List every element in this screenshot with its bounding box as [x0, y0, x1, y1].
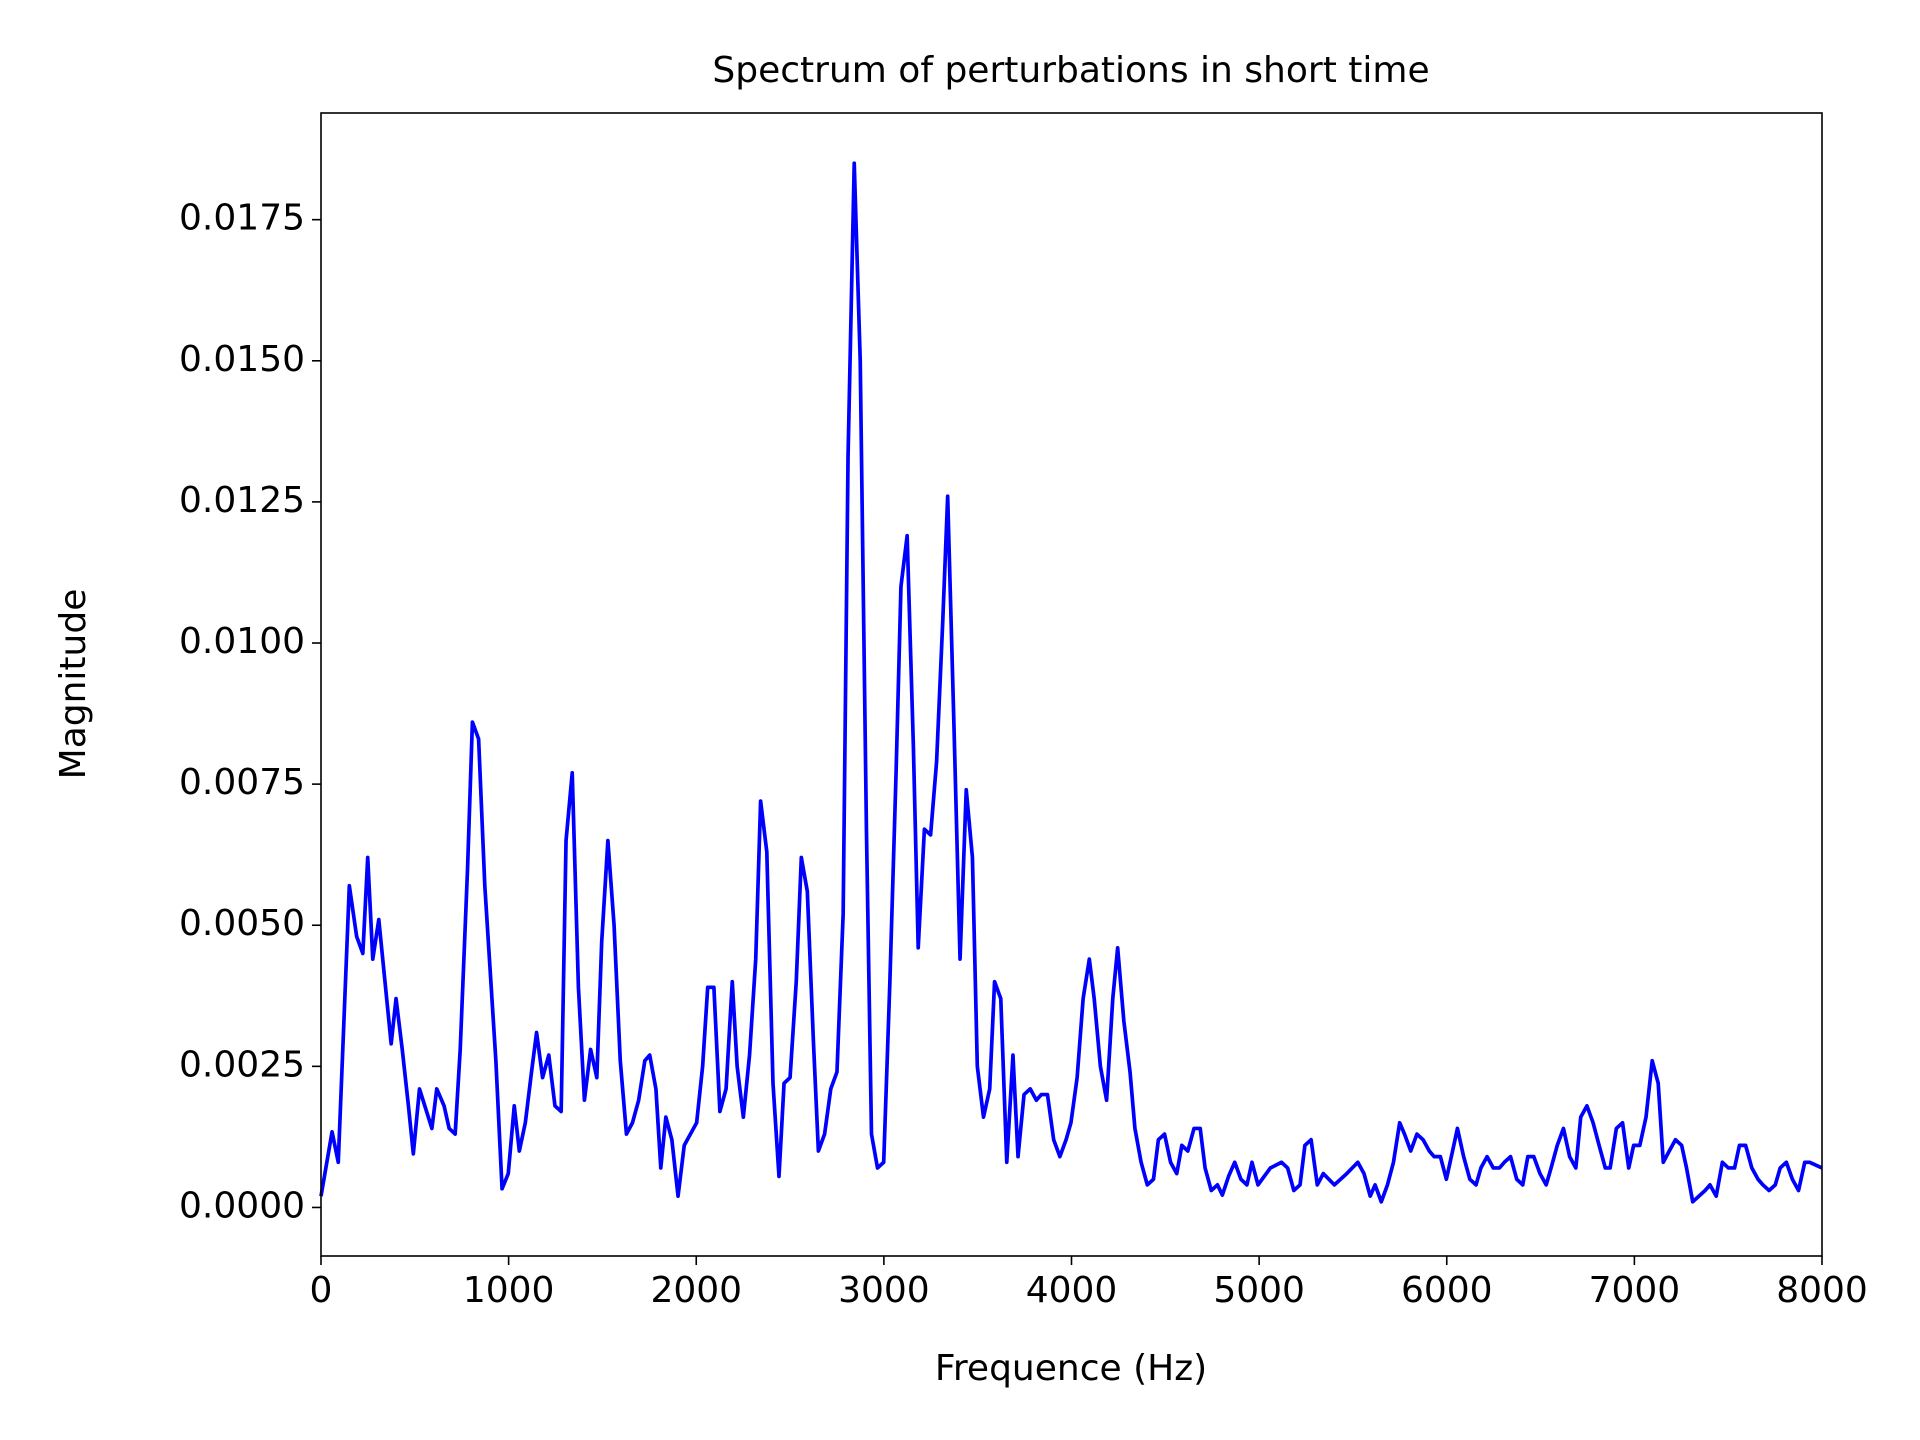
y-tick-label: 0.0075	[179, 762, 305, 803]
x-tick-label: 0	[310, 1270, 333, 1311]
x-tick-label: 8000	[1776, 1270, 1868, 1311]
y-tick-label: 0.0000	[179, 1185, 305, 1226]
chart-title: Spectrum of perturbations in short time	[712, 50, 1429, 91]
y-tick-label: 0.0125	[179, 480, 305, 521]
y-tick-label: 0.0100	[179, 621, 305, 662]
plot-frame	[320, 112, 1823, 1257]
x-axis-label: Frequence (Hz)	[935, 1348, 1207, 1389]
y-tick-label: 0.0025	[179, 1044, 305, 1085]
y-tick-label: 0.0050	[179, 903, 305, 944]
x-tick-label: 1000	[463, 1270, 555, 1311]
y-tick-label: 0.0175	[179, 198, 305, 239]
data-line	[319, 161, 1823, 1204]
y-axis-label: Magnitude	[53, 589, 94, 780]
x-tick-label: 6000	[1401, 1270, 1493, 1311]
x-tick-label: 3000	[838, 1270, 930, 1311]
x-tick-label: 2000	[650, 1270, 742, 1311]
x-tick-label: 5000	[1213, 1270, 1305, 1311]
x-tick-label: 7000	[1589, 1270, 1681, 1311]
x-tick-label: 4000	[1026, 1270, 1118, 1311]
y-tick-label: 0.0150	[179, 339, 305, 380]
